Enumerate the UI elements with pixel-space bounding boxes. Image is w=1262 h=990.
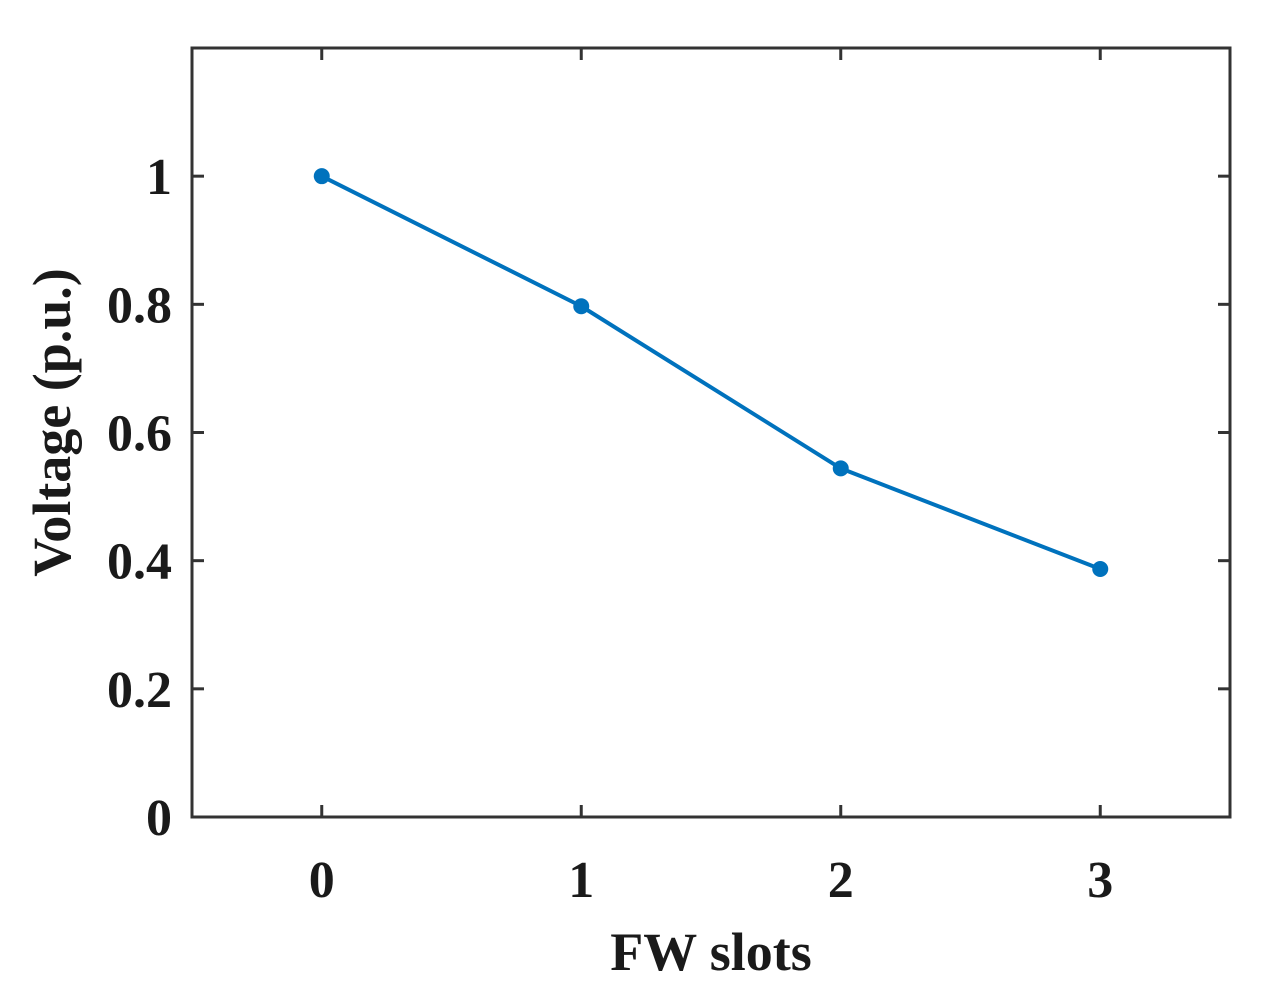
- data-series-group: [313, 168, 1109, 577]
- y-axis-ticks: [192, 174, 1230, 819]
- y-tick-label: 1: [146, 149, 172, 206]
- x-axis-label: FW slots: [610, 922, 812, 982]
- y-tick-label: 0.8: [107, 277, 172, 334]
- x-tick-label: 1: [568, 852, 594, 909]
- series-line: [320, 174, 1101, 571]
- x-tick-label: 3: [1087, 852, 1113, 909]
- y-tick-label: 0: [146, 790, 172, 847]
- x-tick-label: 0: [309, 852, 335, 909]
- y-tick-label: 0.2: [107, 662, 172, 719]
- y-tick-label: 0.4: [107, 534, 172, 591]
- data-point-marker: [1092, 560, 1109, 577]
- x-tick-label: 2: [828, 852, 854, 909]
- y-axis-tick-labels: 0 0.2 0.4 0.6 0.8 1: [107, 149, 172, 847]
- data-point-marker: [832, 460, 849, 477]
- y-tick-label: 0.6: [107, 406, 172, 463]
- y-axis-label: Voltage (p.u.): [22, 268, 82, 577]
- plot-area-frame: [190, 46, 1232, 819]
- data-point-marker: [313, 168, 330, 185]
- x-axis-ticks: [320, 48, 1102, 817]
- data-point-marker: [573, 298, 590, 315]
- x-axis-tick-labels: 0 1 2 3: [309, 852, 1114, 909]
